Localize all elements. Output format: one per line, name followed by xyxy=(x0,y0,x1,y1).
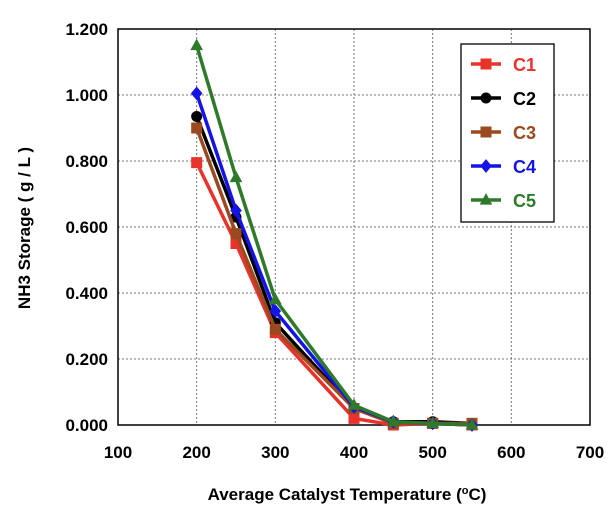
data-point-c4 xyxy=(230,203,242,218)
data-point-c5 xyxy=(190,38,203,51)
legend-swatch-marker xyxy=(480,126,492,138)
legend: C1 C2 C3 C4 C5 xyxy=(460,43,555,223)
data-point-c4 xyxy=(190,86,203,101)
x-axis-title-tail: C) xyxy=(468,485,486,504)
y-tick-label: 1.200 xyxy=(65,20,108,39)
data-point-c1 xyxy=(348,412,360,424)
y-tick-label: 1.000 xyxy=(65,86,108,105)
y-tick-label: 0.400 xyxy=(65,284,108,303)
x-axis-title-superscript: o xyxy=(462,485,469,497)
legend-label: C3 xyxy=(513,123,536,143)
data-point-c5 xyxy=(347,398,361,410)
data-point-c5 xyxy=(387,414,400,427)
x-axis-title: Average Catalyst Temperature (oC) xyxy=(208,485,487,504)
legend-swatch-marker xyxy=(480,92,492,104)
data-point-c1 xyxy=(191,157,203,169)
data-point-c3 xyxy=(191,122,203,134)
legend-swatch-marker xyxy=(480,159,492,173)
y-tick-label: 0.200 xyxy=(65,350,108,369)
data-point-c5 xyxy=(269,292,282,305)
y-axis-title: NH3 Storage ( g / L ) xyxy=(15,147,34,309)
legend-item-c1: C1 xyxy=(471,55,536,75)
y-tick-label: 0.000 xyxy=(65,416,108,435)
data-point-c1 xyxy=(230,238,242,249)
data-point-c4 xyxy=(269,304,282,319)
series-c5 xyxy=(190,38,479,430)
legend-label: C4 xyxy=(513,157,536,177)
legend-label: C2 xyxy=(513,89,536,109)
data-point-c5 xyxy=(465,418,479,430)
x-tick-label: 100 xyxy=(104,443,132,462)
x-tick-label: 400 xyxy=(340,443,368,462)
data-point-c5 xyxy=(426,416,439,429)
x-axis-title-main: Average Catalyst Temperature ( xyxy=(208,485,462,504)
legend-label: C1 xyxy=(513,55,536,75)
x-tick-label: 200 xyxy=(182,443,210,462)
series-layer xyxy=(190,38,479,432)
legend-swatch-marker xyxy=(480,58,492,70)
y-axis-ticks: 0.000 0.200 0.400 0.600 0.800 1.000 1.200 xyxy=(65,20,108,435)
x-tick-label: 600 xyxy=(497,443,525,462)
data-point-c5 xyxy=(229,170,243,183)
data-point-c2 xyxy=(191,110,203,122)
legend-label: C5 xyxy=(513,191,536,211)
x-tick-label: 500 xyxy=(418,443,446,462)
data-point-c3 xyxy=(230,228,242,240)
legend-item-c2: C2 xyxy=(471,89,536,109)
x-tick-label: 300 xyxy=(261,443,289,462)
y-tick-label: 0.600 xyxy=(65,218,108,237)
x-axis-ticks: 100 200 300 400 500 600 700 xyxy=(104,443,604,462)
legend-item-c4: C4 xyxy=(471,157,536,177)
data-point-c3 xyxy=(269,323,281,335)
plot-area-border xyxy=(117,28,591,426)
y-tick-label: 0.800 xyxy=(65,152,108,171)
legend-item-c5: C5 xyxy=(471,191,536,211)
x-tick-label: 700 xyxy=(576,443,604,462)
legend-item-c3: C3 xyxy=(471,123,536,143)
legend-swatch-marker xyxy=(479,193,493,205)
